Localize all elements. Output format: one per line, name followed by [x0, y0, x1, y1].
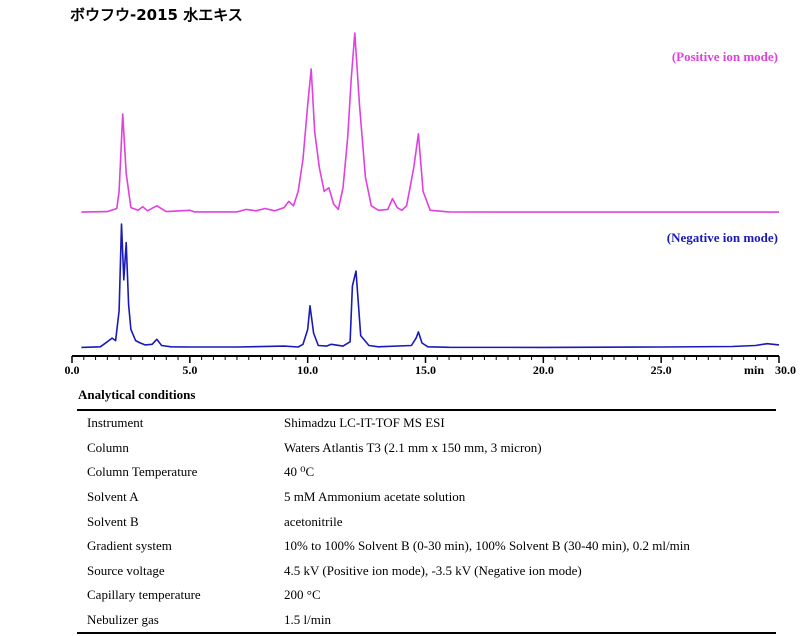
x-tick-label: 30.0: [775, 363, 796, 377]
condition-key: Solvent B: [87, 513, 139, 529]
positive-ion-legend: (Positive ion mode): [672, 49, 778, 64]
condition-value: 200 °C: [284, 587, 321, 603]
condition-key: Column: [87, 439, 129, 455]
negative-ion-legend: (Negative ion mode): [667, 230, 778, 245]
condition-key: Source voltage: [87, 562, 165, 578]
condition-row: Column Waters Atlantis T3 (2.1 mm x 150 m…: [77, 436, 776, 461]
condition-key: Solvent A: [87, 489, 139, 505]
condition-value: 4.5 kV (Positive ion mode), -3.5 kV (Neg…: [284, 562, 582, 578]
condition-value: 10% to 100% Solvent B (0-30 min), 100% S…: [284, 538, 690, 554]
condition-value: 5 mM Ammonium acetate solution: [284, 489, 466, 505]
x-tick-label: 20.0: [533, 363, 554, 377]
x-tick-label: 0.0: [65, 363, 80, 377]
condition-value: 1.5 l/min: [284, 612, 331, 628]
condition-row: Solvent B acetonitrile: [77, 509, 776, 534]
condition-value: 40 ⁰C: [284, 464, 315, 480]
x-tick-label: 25.0: [651, 363, 672, 377]
positive-ion-trace: [81, 32, 779, 213]
chromatogram-chart: (Positive ion mode) (Negative ion mode) 0.…: [65, 32, 796, 377]
chart-title: ボウフウ-2015 水エキス: [70, 6, 243, 24]
condition-row: Solvent A 5 mM Ammonium acetate solution: [77, 485, 776, 510]
condition-row: Nebulizer gas 1.5 l/min: [77, 608, 776, 634]
condition-row: Instrument Shimadzu LC-IT-TOF MS ESI: [77, 410, 776, 436]
condition-row: Column Temperature 40 ⁰C: [77, 460, 776, 485]
condition-key: Instrument: [87, 415, 144, 431]
condition-value: acetonitrile: [284, 513, 343, 529]
condition-value: Waters Atlantis T3 (2.1 mm x 150 mm, 3 m…: [284, 439, 542, 455]
x-tick-label: 10.0: [297, 363, 318, 377]
conditions-heading: Analytical conditions: [78, 387, 196, 402]
condition-key: Capillary temperature: [87, 587, 201, 603]
x-tick-label: 15.0: [415, 363, 436, 377]
condition-key: Column Temperature: [87, 464, 198, 480]
negative-ion-trace: [81, 223, 780, 349]
condition-row: Source voltage 4.5 kV (Positive ion mode)…: [77, 559, 776, 584]
condition-key: Gradient system: [87, 538, 172, 554]
condition-row: Capillary temperature 200 °C: [77, 583, 776, 608]
x-tick-label: 5.0: [182, 363, 197, 377]
conditions-table: Instrument Shimadzu LC-IT-TOF MS ESI Colum…: [77, 409, 776, 635]
condition-value: Shimadzu LC-IT-TOF MS ESI: [284, 415, 445, 431]
condition-key: Nebulizer gas: [87, 612, 159, 628]
x-axis-label: min: [744, 363, 764, 377]
condition-row: Gradient system 10% to 100% Solvent B (0-…: [77, 534, 776, 559]
